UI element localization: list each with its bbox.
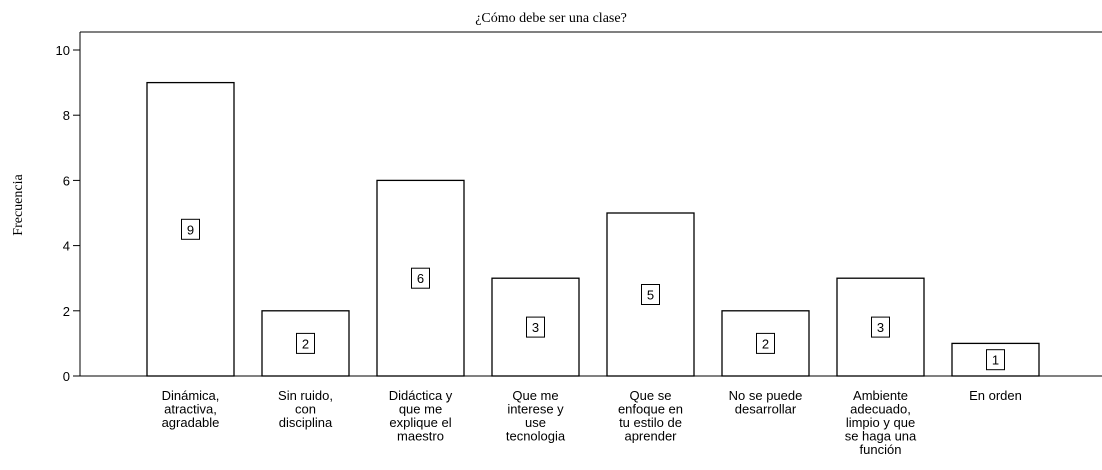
y-tick-label: 4	[63, 239, 70, 254]
data-label-box	[296, 332, 315, 354]
data-label-box	[641, 284, 660, 305]
data-label-box	[411, 267, 430, 289]
y-tick-label: 6	[63, 173, 70, 188]
x-tick-label: Didáctica y que me explique el maestro	[389, 388, 453, 444]
data-label: 6	[417, 271, 424, 286]
data-label-box	[526, 316, 545, 338]
data-label: 3	[532, 320, 539, 335]
x-tick-label: Dinámica, atractiva, agradable	[162, 388, 220, 430]
y-axis-label: Frecuencia	[11, 174, 26, 236]
y-tick-label: 10	[56, 43, 70, 58]
x-tick-label: No se puede desarrollar	[729, 388, 803, 417]
data-label: 9	[187, 222, 194, 237]
data-label-box	[756, 332, 775, 354]
x-tick-label: Que se enfoque en tu estilo de aprender	[618, 388, 683, 444]
x-tick-label: En orden	[969, 388, 1022, 403]
x-tick-label: Sin ruido, con disciplina	[278, 388, 333, 430]
y-tick-label: 0	[63, 369, 70, 384]
data-label: 1	[992, 353, 999, 368]
x-tick-label: Que me interese y use tecnologia	[506, 388, 566, 444]
data-label-box	[181, 218, 200, 240]
data-label: 5	[647, 288, 654, 303]
data-label-box	[871, 316, 890, 338]
chart-title: ¿Cómo debe ser una clase?	[475, 11, 627, 26]
data-label: 2	[302, 336, 309, 351]
data-label: 3	[877, 320, 884, 335]
x-tick-label: Ambiente adecuado, limpio y que se haga una…	[845, 388, 917, 457]
bar	[146, 81, 235, 377]
data-label-box	[986, 349, 1005, 371]
y-tick-label: 8	[63, 108, 70, 123]
y-tick-label: 2	[63, 304, 70, 319]
data-label: 2	[762, 336, 769, 351]
